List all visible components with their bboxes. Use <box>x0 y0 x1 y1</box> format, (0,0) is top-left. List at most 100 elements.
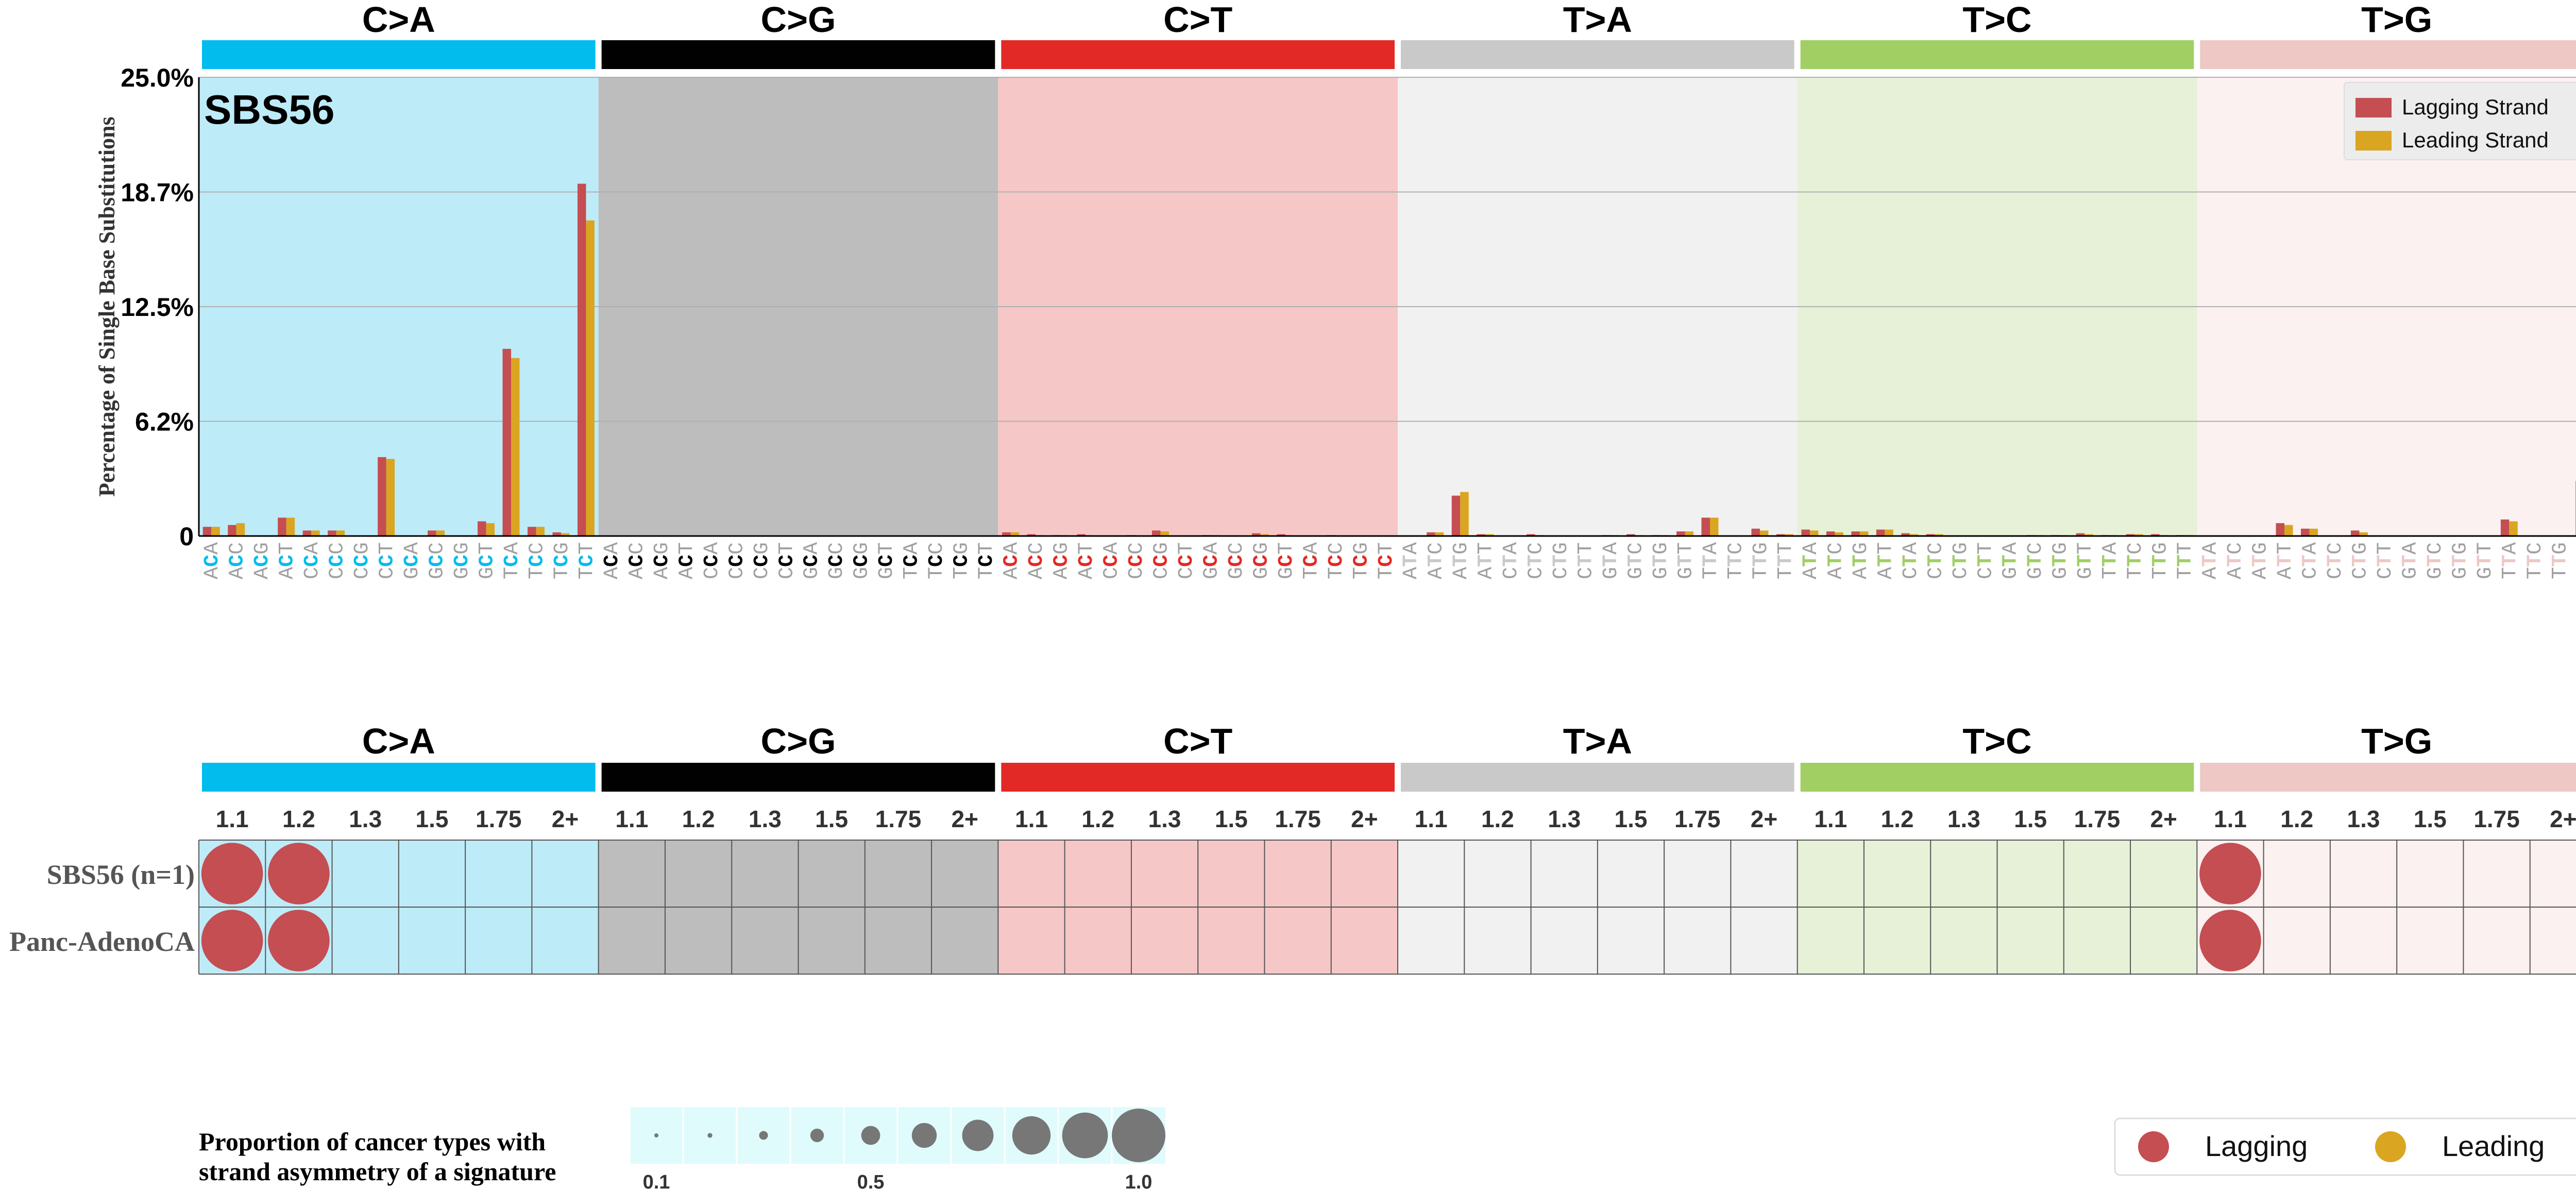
x-tick-label: CTT <box>2374 542 2397 579</box>
x-tick-char: G <box>1650 542 1673 555</box>
x-tick-label: GTG <box>2049 542 2073 579</box>
x-tick-label: ACC <box>1025 542 1048 579</box>
bar-leading <box>211 527 220 536</box>
bar-lagging <box>328 530 336 536</box>
grid-type-strip-C>A <box>202 763 596 792</box>
x-tick-char: C <box>1525 542 1548 555</box>
x-tick-char: C <box>351 555 374 567</box>
x-tick-char: T <box>1924 555 1947 567</box>
x-tick-char: G <box>1050 542 1074 555</box>
x-tick-char: C <box>1100 567 1123 579</box>
threshold-label: 2+ <box>1351 806 1378 832</box>
grid-type-label-C>T: C>T <box>1163 721 1232 761</box>
x-tick-char: T <box>2474 555 2497 567</box>
y-tick-label: 12.5% <box>121 293 194 322</box>
x-tick-label: ACG <box>251 542 274 579</box>
bar-leading <box>2359 532 2368 536</box>
x-tick-label: ACA <box>201 542 224 579</box>
x-tick-label: CTC <box>2324 542 2347 579</box>
bar-leading <box>1859 531 1869 536</box>
asymmetry-circle <box>2199 910 2261 972</box>
bar-lagging <box>1077 534 1086 536</box>
x-tick-label: ATT <box>1475 542 1498 579</box>
x-tick-label: GTC <box>2424 542 2447 579</box>
x-tick-char: T <box>501 567 524 579</box>
x-tick-char: G <box>2149 542 2173 555</box>
x-tick-char: T <box>2074 555 2097 567</box>
x-tick-char: T <box>2149 555 2173 567</box>
x-tick-char: T <box>1700 555 1723 567</box>
row-label: Panc-AdenoCA <box>9 926 195 957</box>
x-tick-char: A <box>801 542 824 555</box>
size-legend-title: Proportion of cancer types with <box>199 1127 546 1156</box>
grid-type-label-T>C: T>C <box>1962 721 2031 761</box>
threshold-label: 1.75 <box>476 806 522 832</box>
x-tick-char: C <box>376 555 399 567</box>
bar-leading <box>286 517 295 536</box>
x-tick-char: G <box>251 542 274 555</box>
bar-lagging <box>1926 534 1935 536</box>
x-tick-char: T <box>1750 555 1773 567</box>
x-tick-char: T <box>975 542 998 555</box>
x-tick-char: C <box>1325 542 1348 555</box>
x-tick-char: T <box>2224 555 2247 567</box>
x-tick-label: TCT <box>575 542 599 579</box>
x-tick-char: C <box>401 555 424 567</box>
x-tick-char: T <box>1974 555 1997 567</box>
size-legend-circle <box>1112 1109 1165 1162</box>
x-tick-char: T <box>2174 542 2197 555</box>
x-tick-char: A <box>1200 542 1223 555</box>
threshold-label: 2+ <box>1751 806 1777 832</box>
x-tick-char: G <box>1675 567 1698 579</box>
x-tick-char: C <box>1150 555 1173 567</box>
x-tick-char: A <box>1475 567 1498 579</box>
x-tick-char: C <box>426 555 449 567</box>
x-tick-char: T <box>2099 555 2123 567</box>
x-tick-label: GTA <box>1600 542 1623 579</box>
bar-leading <box>1785 534 1793 536</box>
threshold-label: 1.3 <box>749 806 782 832</box>
x-tick-char: T <box>276 542 299 555</box>
x-tick-char: A <box>201 542 224 555</box>
x-tick-char: G <box>1200 567 1223 579</box>
x-tick-char: T <box>2399 555 2422 567</box>
x-tick-char: T <box>2299 555 2322 567</box>
x-tick-char: A <box>675 567 699 579</box>
x-tick-char: T <box>1275 542 1298 555</box>
x-tick-char: T <box>1650 555 1673 567</box>
x-tick-char: T <box>2099 567 2123 579</box>
x-tick-char: T <box>1675 542 1698 555</box>
x-tick-label: ACT <box>675 542 699 579</box>
threshold-label: 1.1 <box>1814 806 1847 832</box>
size-legend-circle <box>1012 1116 1051 1155</box>
x-tick-char: C <box>951 555 974 567</box>
x-tick-char: T <box>1625 555 1648 567</box>
threshold-label: 1.3 <box>1947 806 1980 832</box>
x-tick-char: C <box>1950 567 1973 579</box>
x-tick-char: T <box>1525 555 1548 567</box>
x-tick-char: C <box>526 542 549 555</box>
grid-type-label-T>A: T>A <box>1563 721 1632 761</box>
x-tick-char: C <box>301 555 324 567</box>
type-label-C>G: C>G <box>761 0 836 40</box>
bar-lagging <box>2151 534 2160 536</box>
x-tick-char: G <box>1350 542 1373 555</box>
x-tick-char: C <box>2224 542 2247 555</box>
x-tick-char: T <box>2474 542 2497 555</box>
x-tick-char: T <box>2274 542 2297 555</box>
x-tick-label: ATT <box>2274 542 2297 579</box>
x-tick-char: C <box>1100 555 1123 567</box>
threshold-label: 1.2 <box>282 806 315 832</box>
bar-lagging <box>1776 534 1785 536</box>
x-tick-char: T <box>2249 555 2273 567</box>
strand-legend-box <box>2114 1117 2576 1176</box>
type-label-T>C: T>C <box>1962 0 2031 40</box>
threshold-label: 2+ <box>951 806 978 832</box>
bar-leading <box>1160 531 1169 536</box>
x-tick-char: C <box>1824 542 1848 555</box>
x-tick-char: G <box>751 542 774 555</box>
x-tick-label: CTC <box>1924 542 1947 579</box>
x-tick-label: TTG <box>2149 542 2173 579</box>
x-tick-char: C <box>2374 567 2397 579</box>
threshold-label: 1.5 <box>1614 806 1647 832</box>
